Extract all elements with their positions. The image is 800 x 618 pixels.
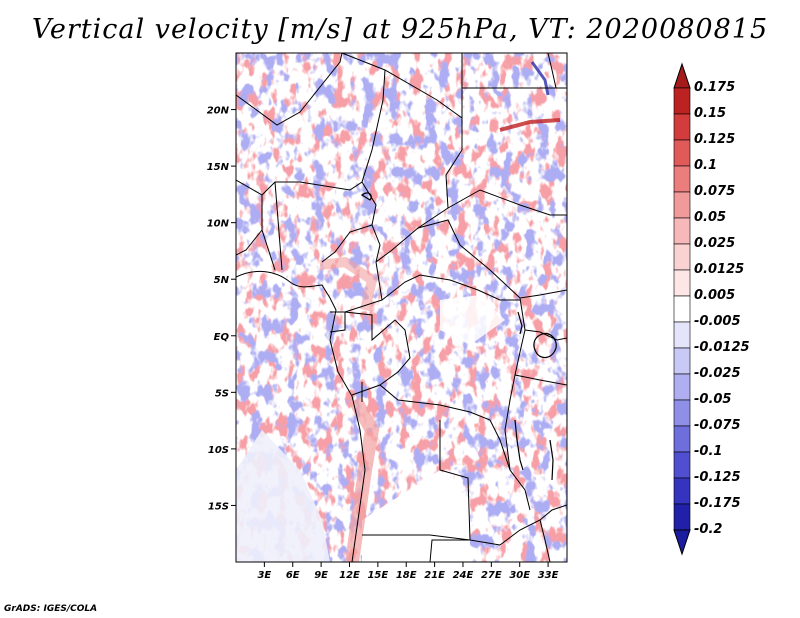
colorbar-level-label: -0.0125 xyxy=(694,340,750,355)
border-uganda-kenya xyxy=(524,329,567,341)
strong-descent-streak xyxy=(530,61,550,96)
axis-ticks: 20N 15N 10N 5N EQ 5S 10S 15S 3E 6E 9E 12E 15E 18E 21E 2… xyxy=(207,106,559,581)
border-angola-zambia xyxy=(429,420,471,562)
colorbar-segment xyxy=(673,87,691,115)
lon-tick-label: 21E xyxy=(424,570,445,581)
lat-tick-label: 15N xyxy=(207,162,230,173)
colorbar-level-label: 0.005 xyxy=(694,288,736,303)
colorbar-segment xyxy=(673,347,691,375)
colorbar-level-label: -0.005 xyxy=(694,314,741,329)
colorbar-level-label: 0.0125 xyxy=(694,262,745,277)
calm-region-angola xyxy=(362,470,470,562)
page-title: Vertical velocity [m/s] at 925hPa, VT: 2… xyxy=(31,14,769,45)
lon-tick-label: 9E xyxy=(314,570,328,581)
colorbar-level-label: -0.05 xyxy=(694,392,732,407)
map-panel xyxy=(235,52,568,563)
colorbar-level-label: 0.075 xyxy=(694,184,736,199)
colorbar-segment xyxy=(673,269,691,297)
lat-tick-label: 5N xyxy=(214,275,230,286)
colorbar-level-label: -0.1 xyxy=(694,444,723,459)
border-benin xyxy=(274,181,283,271)
map-frame xyxy=(235,52,568,563)
border-ghana-togo xyxy=(261,229,276,271)
lake-tanganyika xyxy=(514,419,524,471)
border-congo-gabon xyxy=(344,311,411,396)
border-mozambique xyxy=(539,519,551,562)
lat-tick-label: EQ xyxy=(214,332,230,343)
colorbar-level-label: 0.175 xyxy=(694,80,736,95)
colorbar-segment xyxy=(673,243,691,271)
colorbar xyxy=(673,62,691,556)
lakes xyxy=(360,192,557,481)
colorbar-segment xyxy=(673,139,691,167)
lat-tick-label: 15S xyxy=(208,501,229,512)
colorbar-level-label: 0.125 xyxy=(694,132,736,147)
red-sea-coast xyxy=(547,53,557,89)
colorbar-segment xyxy=(673,217,691,245)
border-eq-guinea xyxy=(329,311,346,333)
border-mali-algeria xyxy=(236,53,343,126)
lake-albert xyxy=(517,311,523,335)
lon-tick-label: 27E xyxy=(481,570,502,581)
colorbar-segment xyxy=(673,477,691,505)
border-chad-sudan-car xyxy=(344,149,463,313)
lake-victoria xyxy=(533,332,557,359)
border-sudan-south-sudan xyxy=(447,189,567,216)
colorbar-segment xyxy=(673,373,691,401)
border-angola-namibia xyxy=(362,534,501,546)
lon-tick-label: 12E xyxy=(339,570,360,581)
country-borders xyxy=(236,53,567,562)
border-car-sudan xyxy=(417,219,567,299)
credit-text: GrADS: IGES/COLA xyxy=(4,604,98,614)
colorbar-segment xyxy=(673,321,691,349)
border-chad-cameroon xyxy=(371,224,381,263)
border-drc-angola xyxy=(379,384,531,511)
lon-tick-label: 33E xyxy=(538,570,559,581)
colorbar-level-label: -0.2 xyxy=(694,522,723,537)
colorbar-level-label: -0.025 xyxy=(694,366,741,381)
lon-tick-label: 15E xyxy=(367,570,388,581)
border-niger-libya xyxy=(341,53,463,150)
lat-tick-label: 10S xyxy=(208,445,229,456)
lat-tick-label: 20N xyxy=(207,106,230,117)
colorbar-segment xyxy=(673,503,691,531)
colorbar-segment xyxy=(673,165,691,193)
lat-tick-label: 5S xyxy=(215,388,229,399)
colorbar-segment xyxy=(673,113,691,141)
border-tanzania xyxy=(514,374,567,386)
colorbar-segment xyxy=(673,425,691,453)
border-nigeria-cameroon xyxy=(321,181,377,263)
colorbar-segment xyxy=(673,191,691,219)
lake-chad xyxy=(360,192,372,201)
ocean-calm-region xyxy=(236,430,330,562)
border-niger-south xyxy=(261,69,386,196)
colorbar-level-label: 0.15 xyxy=(694,106,727,121)
lon-tick-label: 6E xyxy=(286,570,300,581)
colorbar-level-label: 0.05 xyxy=(694,210,727,225)
lat-tick-label: 10N xyxy=(207,219,230,230)
lake-malawi xyxy=(549,439,554,481)
west-africa-coastline xyxy=(236,270,366,562)
colorbar-level-label: -0.075 xyxy=(694,418,741,433)
border-car-drc xyxy=(381,274,520,301)
lon-tick-label: 30E xyxy=(509,570,530,581)
colorbar-segment xyxy=(673,399,691,427)
colorbar-segment xyxy=(673,295,691,323)
colorbar-level-label: -0.175 xyxy=(694,496,741,511)
strong-ascent-streak xyxy=(499,118,561,132)
colorbar-top-arrow xyxy=(673,62,691,89)
lon-tick-label: 24E xyxy=(453,570,474,581)
colorbar-level-label: 0.025 xyxy=(694,236,736,251)
lon-tick-label: 18E xyxy=(396,570,417,581)
lon-tick-label: 3E xyxy=(257,570,271,581)
colorbar-bottom-arrow xyxy=(673,529,691,556)
colorbar-level-label: 0.1 xyxy=(694,158,718,173)
gulf-positive-band xyxy=(319,256,378,312)
calm-region-congo xyxy=(440,295,505,345)
colorbar-segment xyxy=(673,451,691,479)
colorbar-level-label: -0.125 xyxy=(694,470,741,485)
